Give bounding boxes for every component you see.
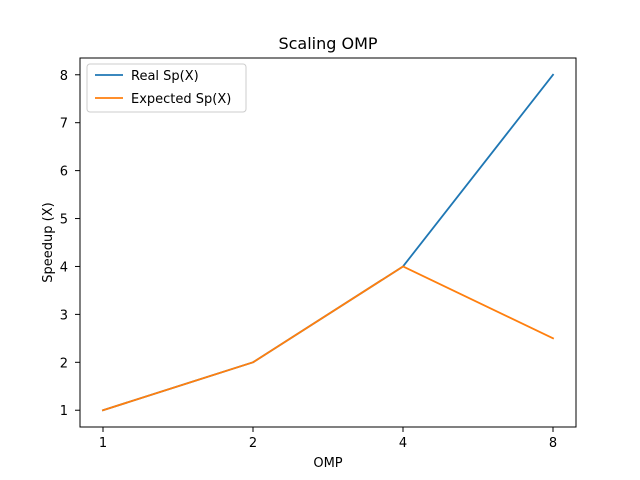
x-tick-label: 2 xyxy=(249,436,257,451)
y-tick-label: 8 xyxy=(60,69,68,84)
y-axis-label: Speedup (X) xyxy=(41,202,56,282)
legend-label-0: Real Sp(X) xyxy=(131,69,199,84)
y-tick-label: 1 xyxy=(60,404,68,419)
legend: Real Sp(X) Expected Sp(X) xyxy=(86,63,247,113)
x-tick-label: 8 xyxy=(549,436,557,451)
plot-area xyxy=(79,57,577,428)
y-tick-label: 3 xyxy=(60,308,68,323)
x-tick-label: 4 xyxy=(399,436,407,451)
x-axis: 1 2 4 8 xyxy=(99,427,557,451)
y-tick-label: 6 xyxy=(60,165,68,180)
x-axis-label: OMP xyxy=(313,456,342,471)
chart-title: Scaling OMP xyxy=(278,34,377,53)
legend-label-1: Expected Sp(X) xyxy=(131,92,231,107)
legend-box xyxy=(86,63,247,113)
series-line-1 xyxy=(101,265,555,412)
y-tick-label: 2 xyxy=(60,356,68,371)
x-tick-label: 1 xyxy=(99,436,107,451)
y-tick-label: 4 xyxy=(60,260,68,275)
series-layer xyxy=(101,73,555,412)
y-tick-label: 5 xyxy=(60,213,68,228)
y-tick-label: 7 xyxy=(60,117,68,132)
y-axis: 1 2 3 4 5 6 7 8 xyxy=(60,69,80,419)
